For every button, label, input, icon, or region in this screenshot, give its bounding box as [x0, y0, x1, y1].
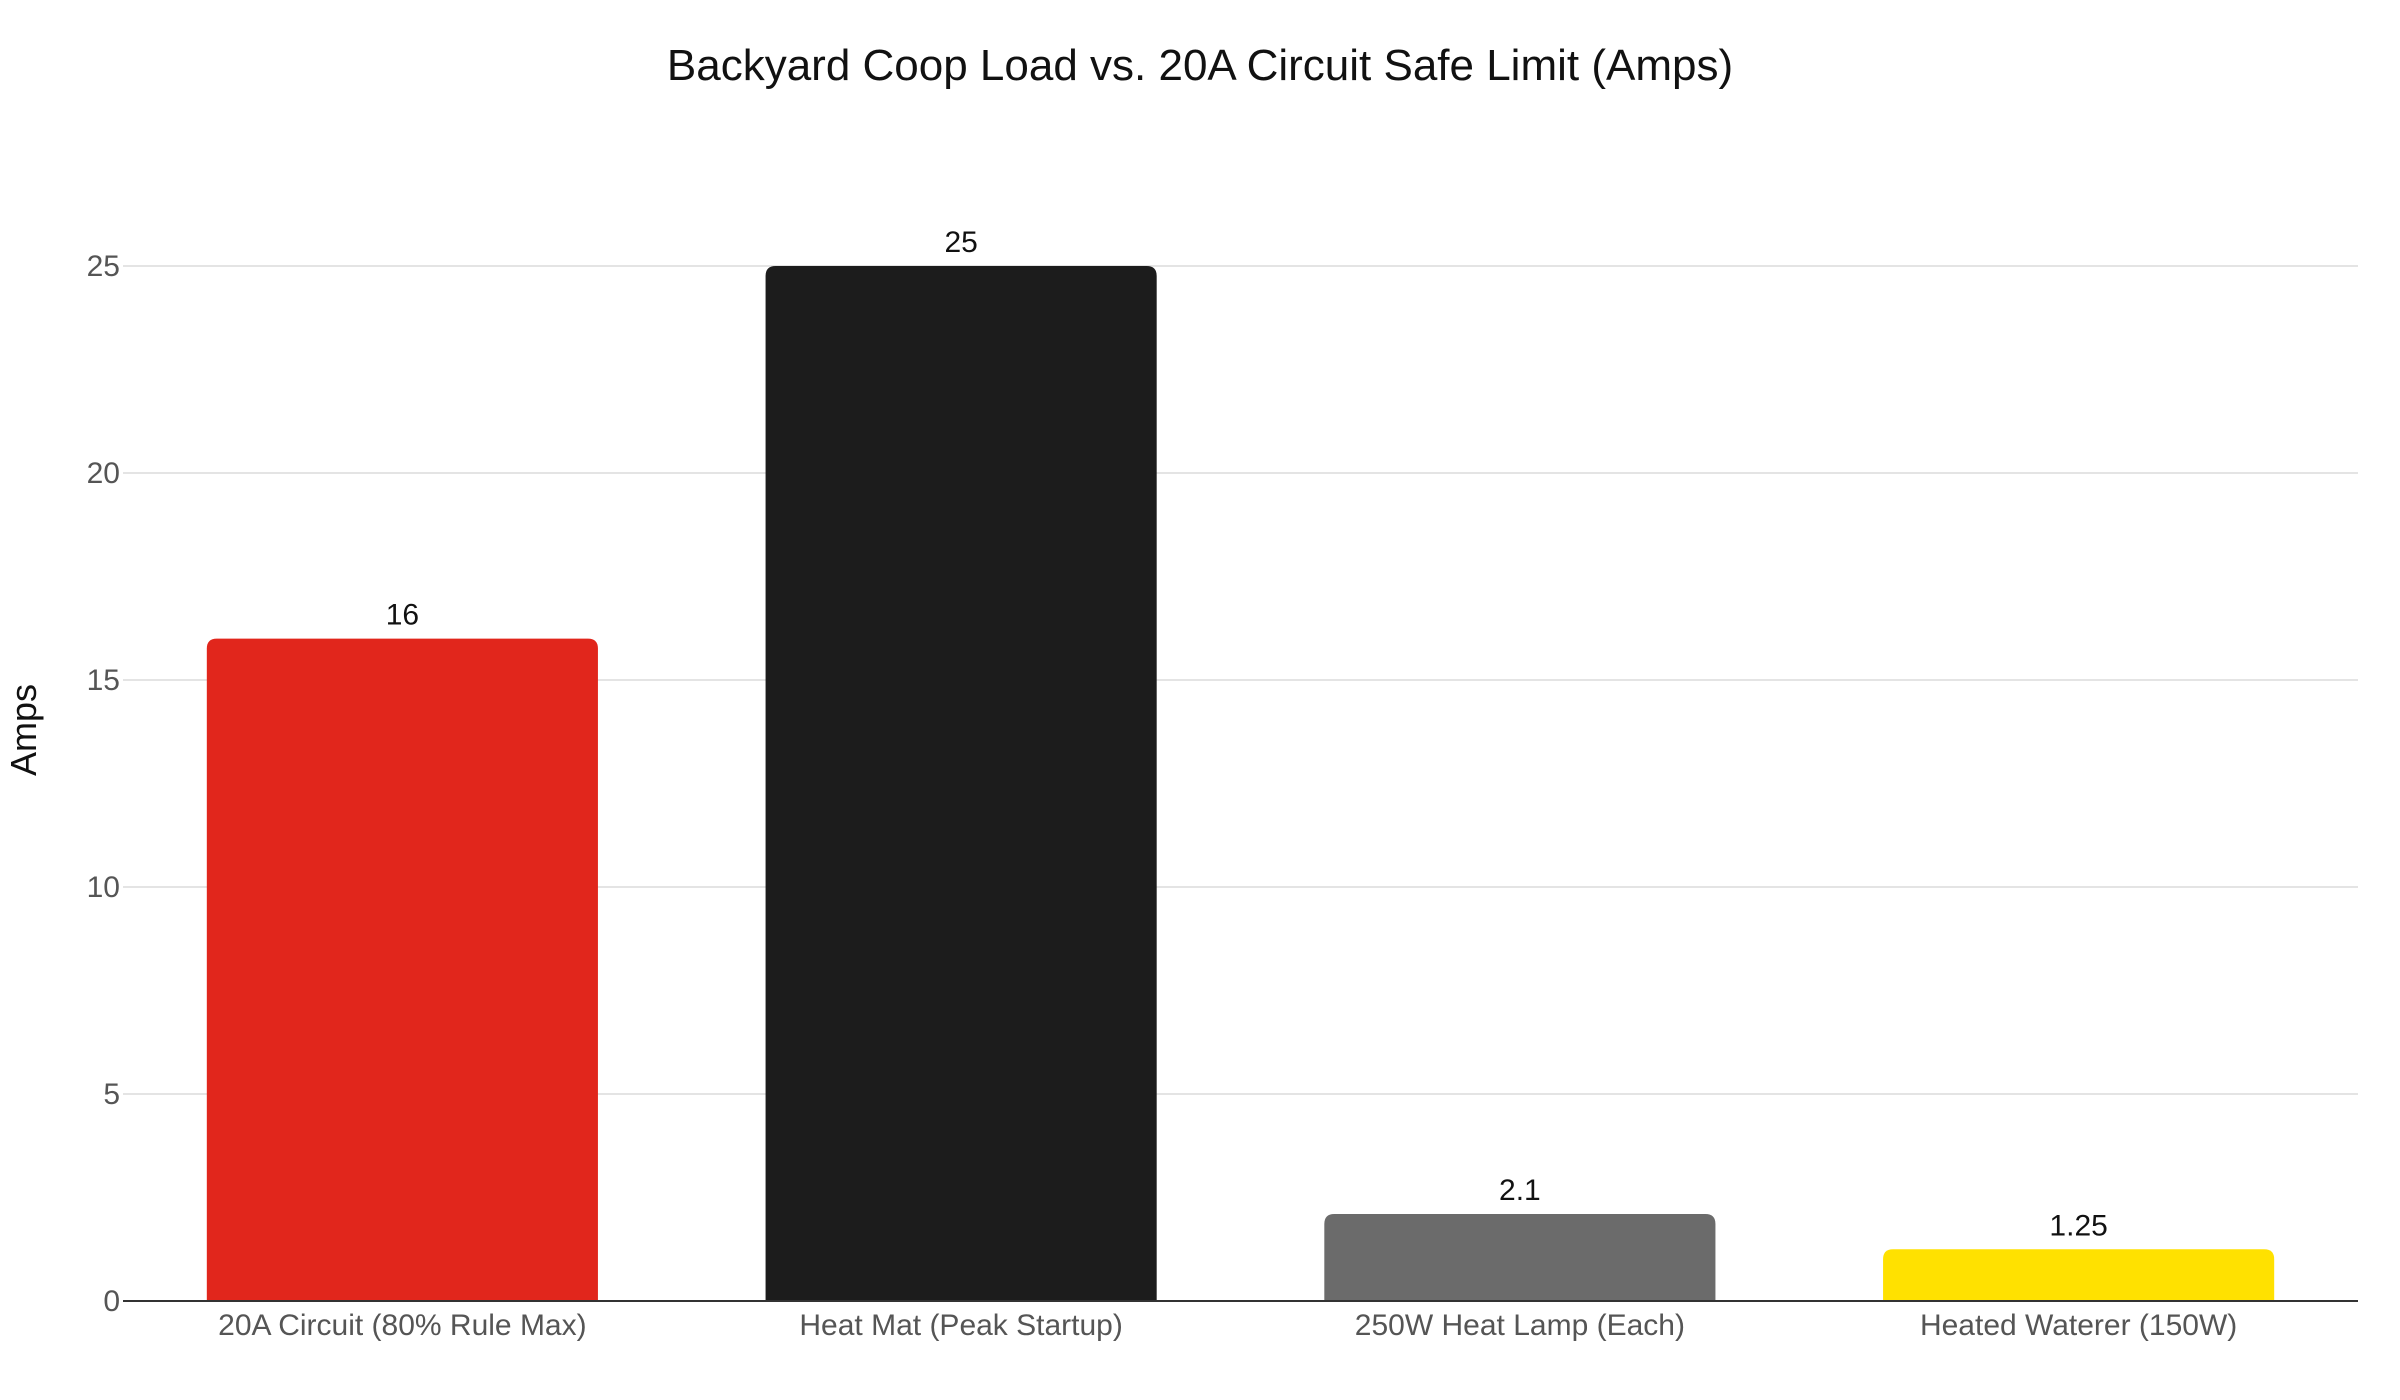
x-axis-ticks: 20A Circuit (80% Rule Max) Heat Mat (Peak…	[218, 1309, 2237, 1342]
bar-3	[1324, 1214, 1716, 1301]
y-tick-label: 15	[87, 664, 120, 697]
y-tick-label: 0	[103, 1285, 120, 1318]
bar-2	[765, 266, 1157, 1301]
data-label-1: 16	[386, 599, 419, 632]
y-tick-label: 5	[103, 1078, 120, 1111]
y-axis-title: Amps	[3, 684, 44, 776]
chart-title: Backyard Coop Load vs. 20A Circuit Safe …	[667, 41, 1733, 90]
data-label-2: 25	[944, 226, 977, 259]
y-tick-label: 10	[87, 871, 120, 904]
y-tick-label: 25	[87, 250, 120, 283]
x-tick-label-1: 20A Circuit (80% Rule Max)	[218, 1309, 586, 1342]
bar-1	[206, 638, 598, 1301]
x-tick-label-3: 250W Heat Lamp (Each)	[1355, 1309, 1685, 1342]
bar-4	[1883, 1249, 2275, 1301]
y-tick-label: 20	[87, 457, 120, 490]
x-tick-label-4: Heated Waterer (150W)	[1920, 1309, 2237, 1342]
bars	[206, 266, 2275, 1301]
y-axis-ticks: 0 5 10 15 20 25	[87, 250, 120, 1318]
data-label-4: 1.25	[2049, 1209, 2107, 1242]
x-tick-label-2: Heat Mat (Peak Startup)	[799, 1309, 1122, 1342]
data-label-3: 2.1	[1499, 1174, 1541, 1207]
data-labels: 16 25 2.1 1.25	[386, 226, 2108, 1242]
